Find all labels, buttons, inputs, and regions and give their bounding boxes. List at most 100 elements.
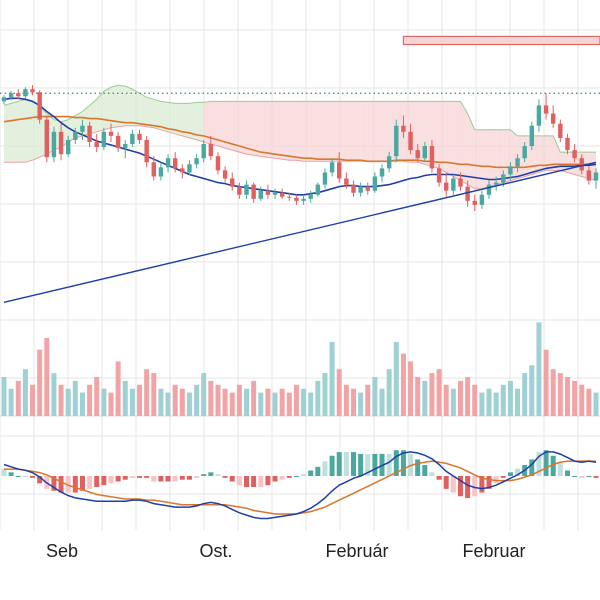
candle-body <box>123 144 128 149</box>
macd-histogram-bar <box>336 452 342 476</box>
volume-bar <box>365 384 371 416</box>
cloud-segment <box>146 97 154 128</box>
candle-body <box>451 178 456 191</box>
candle-body <box>322 172 328 185</box>
candle-body <box>51 131 57 158</box>
x-tick-label: Ost. <box>199 541 232 561</box>
candle-body <box>465 186 470 201</box>
volume-bar <box>457 380 463 416</box>
macd-histogram-bar <box>529 459 535 476</box>
volume-bar <box>422 380 428 416</box>
candle-body <box>23 89 28 97</box>
macd-histogram-bar <box>479 476 485 493</box>
candle-body <box>87 125 92 142</box>
candle-body <box>58 131 64 155</box>
cloud-segment <box>118 85 126 127</box>
macd-histogram-bar <box>108 476 114 484</box>
cloud-area <box>3 84 597 190</box>
volume-bar <box>507 380 513 416</box>
macd-histogram-bar <box>500 476 506 478</box>
candle-body <box>586 170 592 181</box>
volume-bar <box>30 384 36 416</box>
cloud-segment <box>560 152 568 173</box>
volume-bar <box>450 388 456 416</box>
candle-body <box>73 131 78 140</box>
macd-histogram-bar <box>208 472 214 476</box>
macd-histogram-bar <box>593 476 599 478</box>
volume-bar <box>522 373 528 416</box>
macd-histogram-bar <box>493 476 499 484</box>
candle-body <box>201 144 206 159</box>
cloud-segment <box>360 101 368 162</box>
cloud-segment <box>275 101 283 160</box>
support-trendline <box>3 161 597 304</box>
candle-body <box>429 146 435 169</box>
volume-bar <box>186 392 192 416</box>
cloud-segment <box>446 101 454 177</box>
macd-histogram-bar <box>372 453 378 476</box>
volume-bar <box>329 341 335 416</box>
macd-histogram-bar <box>201 474 207 476</box>
cloud-segment <box>553 135 561 171</box>
macd-histogram-bar <box>65 476 71 493</box>
candle-body <box>194 158 199 165</box>
cloud-segment <box>175 103 183 136</box>
macd-histogram-bar <box>586 476 592 477</box>
candle-body <box>401 125 406 132</box>
candle-body <box>180 168 185 173</box>
candle-body <box>508 166 513 175</box>
macd-histogram-bar <box>436 476 442 480</box>
candle-body <box>558 123 563 138</box>
macd-histogram-bar <box>265 476 271 486</box>
candle-body <box>237 186 242 195</box>
macd-histogram-bar <box>94 476 100 488</box>
cloud-segment <box>481 129 490 189</box>
cloud-segment <box>196 102 204 142</box>
candle-body <box>30 89 35 93</box>
macd-histogram-bar <box>457 476 463 497</box>
cloud-segment <box>310 101 318 162</box>
candle-body <box>486 184 492 195</box>
macd-histogram-bar <box>15 476 21 477</box>
volume-bar <box>101 388 107 416</box>
candle-body <box>444 182 449 191</box>
volume-bar <box>536 322 542 416</box>
candle-body <box>365 186 370 191</box>
cloud-segment <box>467 113 475 189</box>
cloud-segment <box>282 101 290 161</box>
candle-body <box>244 184 249 195</box>
candle-body <box>165 158 171 168</box>
cloud-span-a <box>3 84 596 153</box>
volume-bar <box>393 341 399 416</box>
volume-bar <box>386 369 392 416</box>
macd-histogram-bar <box>465 476 471 499</box>
macd-histogram-bar <box>507 472 513 476</box>
macd-histogram-bar <box>8 472 14 476</box>
candle-body <box>315 184 321 195</box>
cloud-segment <box>96 91 104 132</box>
macd-histogram-bar <box>550 455 556 476</box>
candle-body <box>408 131 413 151</box>
resistance-zone <box>402 35 600 46</box>
volume-bar <box>72 380 78 416</box>
macd-histogram-bar <box>350 452 356 476</box>
x-tick-label: Seb <box>46 541 78 561</box>
candle-body <box>208 144 214 157</box>
candle-body <box>493 182 499 185</box>
candle-body <box>130 133 135 144</box>
volume-bar <box>286 392 292 416</box>
candle-body <box>472 200 477 205</box>
volume-bar <box>194 384 200 416</box>
volume-bar <box>372 377 378 416</box>
macd-histogram-bar <box>579 476 585 478</box>
macd-histogram-bar <box>186 476 192 480</box>
cloud-segment <box>132 89 140 126</box>
volume-bar <box>151 373 157 416</box>
candle-body <box>287 196 292 198</box>
macd-histogram-bar <box>443 476 449 489</box>
macd-histogram-bar <box>486 476 492 489</box>
candle-body <box>230 178 235 187</box>
candle-body <box>337 162 342 179</box>
macd-histogram-bar <box>557 463 563 476</box>
